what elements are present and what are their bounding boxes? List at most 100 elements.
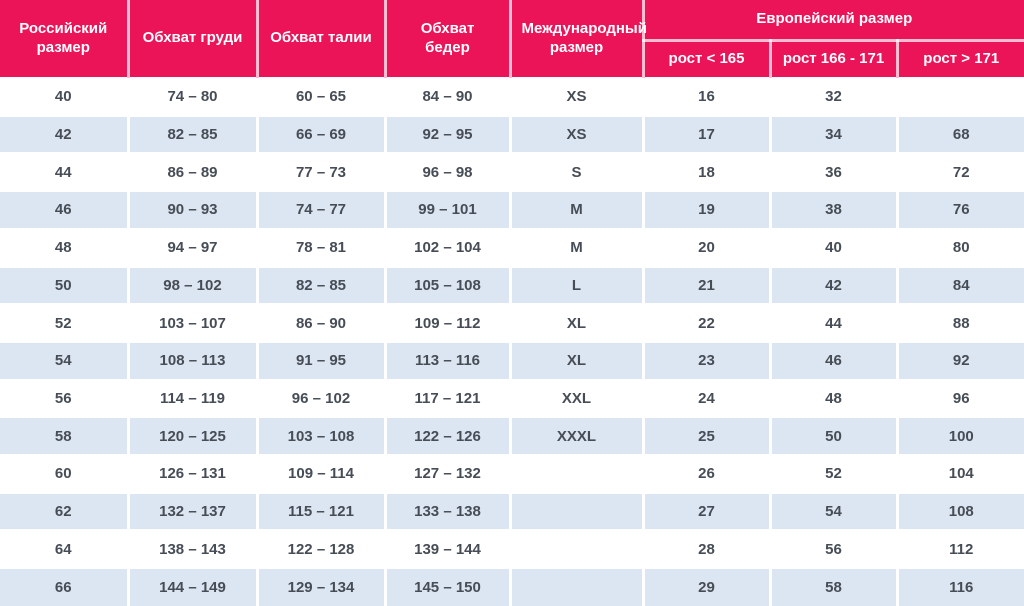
table-cell: 113 – 116 [383,340,510,380]
table-cell: 46 [768,340,897,380]
table-cell: 96 [895,378,1024,418]
table-cell: 36 [768,152,897,192]
table-cell: 66 [0,567,128,606]
table-cell: 144 – 149 [126,567,257,606]
table-cell: 52 [0,303,128,342]
header-russian-size: Российский размер [0,0,128,78]
table-cell: 26 [641,454,770,493]
table-cell: 34 [768,114,897,154]
header-height-over-171: рост > 171 [895,40,1024,78]
table-cell: 58 [0,416,128,456]
table-row: 48 94 – 97 78 – 81 102 – 104 M 20 40 80 [0,227,1024,267]
table-cell [508,491,643,531]
table-cell: 38 [768,190,897,229]
table-cell: 84 – 90 [383,77,510,116]
table-cell: XXL [508,378,643,418]
table-cell: 32 [768,77,897,116]
table-cell: 77 – 73 [255,152,385,192]
table-cell: 127 – 132 [383,454,510,493]
table-cell: 28 [641,529,770,569]
table-cell: 132 – 137 [126,491,257,531]
header-european-size: Европейский размер [641,0,1024,42]
header-waist: Обхват талии [255,0,385,78]
table-cell: 117 – 121 [383,378,510,418]
table-cell: 29 [641,567,770,606]
table-cell: 58 [768,567,897,606]
table-cell: 52 [768,454,897,493]
table-cell: 46 [0,190,128,229]
table-cell: 16 [641,77,770,116]
table-cell: 115 – 121 [255,491,385,531]
table-cell: 54 [768,491,897,531]
table-cell: 82 – 85 [255,265,385,305]
table-cell: XL [508,340,643,380]
table-cell: 23 [641,340,770,380]
header-height-166-171: рост 166 - 171 [768,40,897,78]
table-cell: 60 – 65 [255,77,385,116]
table-row: 40 74 – 80 60 – 65 84 – 90 XS 16 32 [0,77,1024,116]
table-cell: 109 – 112 [383,303,510,342]
table-cell [895,77,1024,116]
table-row: 42 82 – 85 66 – 69 92 – 95 XS 17 34 68 [0,114,1024,154]
table-cell: 80 [895,227,1024,267]
table-cell: 48 [768,378,897,418]
table-cell: 22 [641,303,770,342]
table-cell: M [508,227,643,267]
header-height-under-165: рост < 165 [641,40,770,78]
table-cell: 108 – 113 [126,340,257,380]
table-row: 62 132 – 137 115 – 121 133 – 138 27 54 108 [0,491,1024,531]
table-cell: 19 [641,190,770,229]
table-cell: 105 – 108 [383,265,510,305]
table-cell: XS [508,114,643,154]
table-cell: XXXL [508,416,643,456]
table-cell: 122 – 128 [255,529,385,569]
table-cell: 68 [895,114,1024,154]
table-cell: 17 [641,114,770,154]
table-cell: 20 [641,227,770,267]
table-cell: 90 – 93 [126,190,257,229]
table-cell: 96 – 102 [255,378,385,418]
table-cell: 103 – 108 [255,416,385,456]
table-cell: XS [508,77,643,116]
table-row: 60 126 – 131 109 – 114 127 – 132 26 52 104 [0,454,1024,493]
table-row: 46 90 – 93 74 – 77 99 – 101 M 19 38 76 [0,190,1024,229]
table-cell: 50 [768,416,897,456]
table-cell: 40 [768,227,897,267]
table-row: 58 120 – 125 103 – 108 122 – 126 XXXL 25 50 100 [0,416,1024,456]
table-cell: 44 [768,303,897,342]
table-cell: 104 [895,454,1024,493]
table-cell: M [508,190,643,229]
table-cell: 92 [895,340,1024,380]
table-cell: 25 [641,416,770,456]
table-cell: 21 [641,265,770,305]
table-cell: 96 – 98 [383,152,510,192]
table-cell: 86 – 90 [255,303,385,342]
table-cell: 76 [895,190,1024,229]
table-row: 44 86 – 89 77 – 73 96 – 98 S 18 36 72 [0,152,1024,192]
table-cell: 72 [895,152,1024,192]
table-cell: 129 – 134 [255,567,385,606]
table-cell: 82 – 85 [126,114,257,154]
table-row: 52 103 – 107 86 – 90 109 – 112 XL 22 44 88 [0,303,1024,342]
table-cell: 122 – 126 [383,416,510,456]
header-international-size: Международный размер [508,0,647,78]
table-cell [508,454,643,493]
table-cell: 42 [768,265,897,305]
table-row: 54 108 – 113 91 – 95 113 – 116 XL 23 46 92 [0,340,1024,380]
table-cell: 99 – 101 [383,190,510,229]
table-cell: 44 [0,152,128,192]
table-header: Российский размер Обхват груди Обхват та… [0,0,1024,78]
table-cell: 112 [895,529,1024,569]
table-cell: 98 – 102 [126,265,257,305]
table-cell: 86 – 89 [126,152,257,192]
table-cell: 126 – 131 [126,454,257,493]
table-body: 40 74 – 80 60 – 65 84 – 90 XS 16 32 42 82 – 85 66… [0,77,1024,606]
table-cell: 60 [0,454,128,493]
table-cell: 100 [895,416,1024,456]
header-hips: Обхват бедер [383,0,510,78]
table-cell: 56 [768,529,897,569]
table-cell [508,529,643,569]
table-cell: 94 – 97 [126,227,257,267]
table-cell: 133 – 138 [383,491,510,531]
